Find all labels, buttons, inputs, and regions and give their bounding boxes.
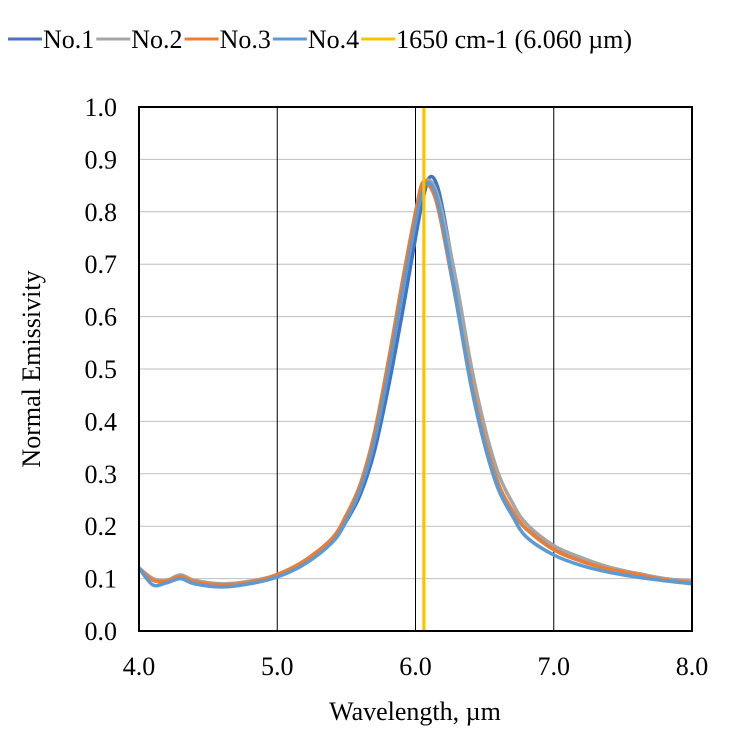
y-tick-label: 0.7 [85, 250, 118, 279]
grid [138, 106, 693, 632]
y-tick-labels: 0.0 0.1 0.2 0.3 0.4 0.5 0.6 0.7 0.8 0.9 1.0 [85, 93, 118, 646]
x-axis-title: Wavelength, µm [329, 697, 501, 726]
y-tick-label: 0.4 [85, 407, 118, 436]
x-tick-label: 8.0 [676, 652, 709, 681]
y-tick-label: 0.6 [85, 303, 118, 332]
y-tick-label: 0.8 [85, 198, 118, 227]
legend-label-4: No.4 [308, 25, 359, 54]
x-tick-labels: 4.0 5.0 6.0 7.0 8.0 [123, 652, 709, 681]
y-tick-label: 0.9 [85, 145, 118, 174]
y-tick-label: 1.0 [85, 93, 118, 122]
x-tick-label: 5.0 [261, 652, 294, 681]
series-line-3 [137, 179, 693, 587]
legend: No.1 No.2 No.3 No.4 1650 cm-1 (6.060 µm) [8, 25, 632, 54]
plot-area-border [138, 106, 693, 632]
legend-label-2: No.2 [131, 25, 182, 54]
legend-label-1: No.1 [43, 25, 94, 54]
series-lines [137, 107, 693, 631]
x-tick-label: 7.0 [538, 652, 571, 681]
series-line-4 [137, 181, 693, 589]
legend-label-5: 1650 cm-1 (6.060 µm) [396, 25, 632, 54]
x-tick-label: 4.0 [123, 652, 156, 681]
y-tick-label: 0.0 [85, 617, 118, 646]
x-tick-label: 6.0 [399, 652, 432, 681]
y-tick-label: 0.2 [85, 512, 118, 541]
y-axis-title: Normal Emissivity [17, 270, 46, 467]
legend-label-3: No.3 [220, 25, 271, 54]
y-tick-label: 0.5 [85, 355, 118, 384]
y-tick-label: 0.3 [85, 460, 118, 489]
y-tick-label: 0.1 [85, 565, 118, 594]
